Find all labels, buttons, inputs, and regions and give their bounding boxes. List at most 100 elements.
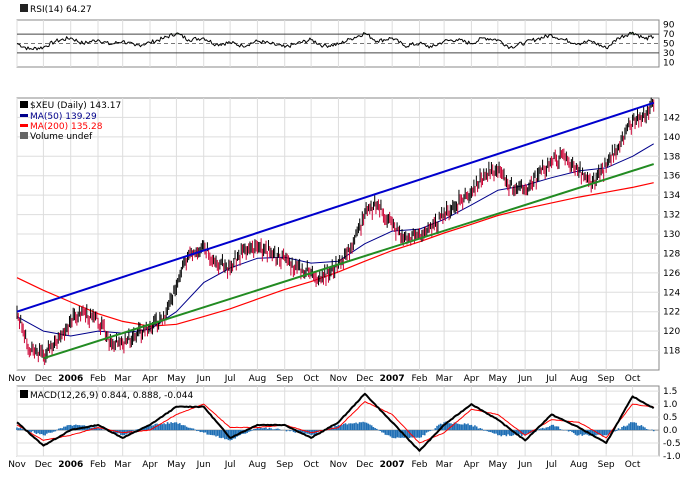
macd-histogram-bar — [179, 423, 181, 431]
macd-histogram-bar — [600, 430, 602, 435]
macd-histogram-bar — [156, 423, 158, 431]
macd-histogram-bar — [97, 427, 99, 431]
macd-histogram-bar — [527, 430, 530, 434]
macd-histogram-bar — [51, 430, 53, 433]
macd-histogram-bar — [222, 430, 224, 438]
macd-histogram-bar — [52, 430, 55, 432]
macd-histogram-bar — [384, 430, 387, 435]
macd-histogram-bar — [137, 429, 139, 431]
macd-histogram-bar — [54, 430, 57, 432]
macd-histogram-bar — [569, 430, 572, 432]
price-legend: $XEU (Daily) 143.17 MA(50) 139.29 MA(200… — [20, 101, 121, 142]
macd-histogram-bar — [30, 430, 32, 433]
macd-histogram-bar — [294, 430, 297, 433]
macd-histogram-bar — [451, 424, 454, 431]
macd-histogram-bar — [399, 430, 402, 438]
macd-histogram-bar — [554, 426, 556, 431]
macd-histogram-bar — [260, 427, 262, 431]
macd-histogram-bar — [605, 430, 607, 436]
macd-histogram-bar — [550, 424, 553, 431]
legend-ma200: MA(200) 135.28 — [30, 122, 103, 132]
macd-histogram-bar — [376, 428, 378, 431]
macd-histogram-bar — [290, 430, 293, 431]
macd-histogram-bar — [69, 424, 72, 431]
x-tick-label: Oct — [625, 374, 641, 384]
macd-histogram-bar — [339, 425, 342, 431]
macd-histogram-bar — [472, 426, 474, 431]
macd-histogram-bar — [463, 423, 466, 431]
rsi-line — [16, 31, 655, 51]
macd-histogram-bar — [503, 430, 506, 436]
legend-swatch-volume — [20, 132, 28, 139]
legend-price: $XEU (Daily) 143.17 — [30, 101, 121, 111]
legend-swatch-ma50 — [20, 114, 28, 117]
macd-histogram-bar — [33, 430, 36, 433]
macd-y-tick-label: 0.5 — [663, 413, 677, 423]
x-tick-label: 2006 — [58, 374, 83, 384]
rsi-series — [16, 31, 659, 54]
macd-histogram-bar — [159, 423, 162, 431]
macd-histogram-bar — [68, 424, 70, 431]
macd-histogram-bar — [389, 430, 392, 437]
macd-histogram-bar — [603, 430, 606, 436]
macd-histogram-bar — [88, 426, 91, 431]
legend-swatch-price — [20, 101, 28, 108]
macd-histogram-bar — [220, 430, 223, 439]
x-tick-label-bottom: Aug — [249, 460, 267, 470]
macd-histogram-bar — [213, 430, 216, 436]
macd-histogram-bar — [166, 422, 169, 431]
macd-histogram-bar — [422, 430, 424, 436]
macd-histogram-bar — [149, 424, 151, 431]
macd-histogram-bar — [458, 424, 461, 431]
macd-histogram-bar — [209, 430, 212, 435]
macd-histogram-bar — [439, 423, 442, 431]
x-tick-label: 2007 — [380, 374, 405, 384]
macd-histogram-bar — [446, 422, 449, 431]
macd-histogram-bar — [258, 428, 260, 431]
macd-histogram-bar — [168, 423, 171, 431]
macd-histogram-bar — [596, 430, 599, 435]
macd-histogram-bar — [63, 426, 65, 431]
x-tick-label: May — [489, 374, 508, 384]
macd-histogram-bar — [448, 423, 451, 431]
macd-histogram-bar — [372, 427, 375, 431]
macd-histogram-bar — [557, 426, 560, 431]
macd-histogram-bar — [266, 428, 269, 431]
macd-histogram-bar — [161, 424, 164, 431]
macd-histogram-bar — [263, 427, 266, 431]
macd-histogram-bar — [502, 430, 504, 436]
macd-histogram-bar — [645, 429, 648, 431]
x-tick-label-bottom: Mar — [114, 460, 131, 470]
macd-histogram-bar — [607, 430, 609, 435]
macd-histogram-bar — [71, 425, 74, 431]
price-y-tick-label: 134 — [663, 191, 680, 201]
macd-histogram-bar — [61, 428, 63, 431]
macd-histogram-bar — [202, 430, 205, 433]
macd-histogram-bar — [37, 430, 39, 434]
macd-histogram-bar — [633, 422, 636, 431]
macd-histogram-bar — [57, 428, 60, 431]
macd-histogram-bar — [608, 430, 611, 434]
macd-histogram-bar — [488, 430, 490, 432]
macd-histogram-bar — [559, 429, 561, 431]
macd-histogram-bar — [170, 422, 172, 431]
macd-histogram-bar — [100, 428, 103, 431]
macd-histogram-bar — [455, 423, 457, 431]
macd-histogram-bar — [531, 430, 533, 434]
macd-histogram-bar — [39, 430, 41, 435]
macd-histogram-bar — [567, 430, 570, 432]
macd-histogram-bar — [583, 430, 585, 435]
macd-histogram-bar — [572, 430, 575, 434]
lower-channel-trendline — [43, 163, 655, 360]
x-tick-label: Feb — [411, 374, 427, 384]
x-tick-label-bottom: Aug — [570, 460, 588, 470]
macd-histogram-bar — [17, 428, 20, 431]
macd-histogram-bar — [270, 428, 272, 431]
price-y-tick-label: 122 — [663, 308, 680, 318]
x-tick-label: Sep — [598, 374, 615, 384]
x-tick-label-bottom: Feb — [90, 460, 106, 470]
macd-histogram-bar — [548, 426, 551, 431]
x-tick-label-bottom: Jul — [545, 460, 557, 470]
macd-histogram-bar — [595, 430, 597, 436]
macd-histogram-bar — [598, 430, 601, 435]
